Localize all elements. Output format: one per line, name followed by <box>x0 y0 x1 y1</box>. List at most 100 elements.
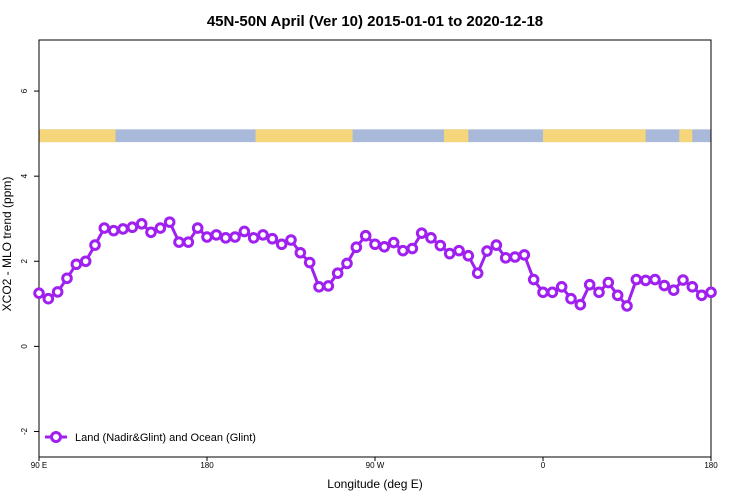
data-point <box>406 242 419 255</box>
data-point <box>639 274 652 287</box>
data-point <box>425 232 437 244</box>
data-point <box>359 229 372 242</box>
x-tick-label: 180 <box>200 461 214 470</box>
data-point <box>593 286 605 299</box>
y-tick-label: -2 <box>20 427 29 435</box>
legend-entry-label: Land (Nadir&Glint) and Ocean (Glint) <box>75 432 256 444</box>
x-tick-label: 180 <box>704 461 718 470</box>
data-point <box>481 245 493 257</box>
data-point <box>210 229 223 241</box>
data-point <box>61 272 73 285</box>
data-point <box>602 276 615 289</box>
data-point <box>369 238 381 251</box>
land-ocean-band <box>39 129 711 143</box>
data-point <box>649 273 661 286</box>
data-point <box>387 236 400 249</box>
data-point <box>583 278 596 291</box>
data-point <box>555 280 568 293</box>
series-line <box>38 220 712 308</box>
y-tick-label: 6 <box>20 88 29 93</box>
data-point <box>266 232 279 245</box>
data-point <box>574 298 587 311</box>
data-point <box>621 300 633 312</box>
data-point <box>313 280 325 293</box>
data-point <box>686 280 699 293</box>
data-point <box>201 231 213 243</box>
data-point <box>518 249 531 261</box>
data-point <box>453 244 465 257</box>
data-point <box>219 232 232 244</box>
data-point <box>285 234 297 246</box>
data-point <box>294 246 307 259</box>
y-tick-label: 0 <box>20 344 29 349</box>
land-segment <box>39 129 116 143</box>
legend: Land (Nadir&Glint) and Ocean (Glint) <box>45 431 256 444</box>
data-point <box>509 251 521 263</box>
x-tick-label: 90 W <box>366 461 385 470</box>
data-point <box>630 273 643 286</box>
data-point <box>658 279 671 292</box>
data-point <box>42 292 55 305</box>
data-point <box>257 229 269 241</box>
data-point <box>331 267 344 279</box>
data-point <box>51 286 64 298</box>
data-point <box>434 239 447 252</box>
data-point <box>397 244 409 257</box>
data-point <box>527 273 540 286</box>
y-tick-label: 2 <box>20 258 29 263</box>
y-tick-label: 4 <box>20 173 29 178</box>
data-point <box>471 267 484 279</box>
data-point <box>705 286 717 299</box>
data-point <box>89 239 101 251</box>
data-point <box>341 257 353 270</box>
data-point <box>443 247 456 260</box>
x-tick-label: 90 E <box>31 461 47 470</box>
data-point <box>238 225 251 238</box>
x-axis: 90 E 180 90 W 0 180 <box>31 457 718 470</box>
data-point <box>350 241 363 254</box>
data-point <box>154 222 167 234</box>
data-point <box>98 222 111 234</box>
data-point <box>182 236 195 248</box>
data-point <box>173 236 185 248</box>
data-point <box>33 287 45 299</box>
land-segment <box>255 129 353 143</box>
data-point <box>126 221 139 234</box>
y-axis: -2 0 2 4 6 <box>20 88 39 435</box>
data-point <box>546 286 559 299</box>
data-point <box>70 258 83 271</box>
data-point <box>490 239 503 251</box>
series-layer <box>33 216 717 312</box>
data-point <box>117 223 129 235</box>
data-point <box>107 224 120 237</box>
land-segment <box>444 129 469 143</box>
chart-title: 45N-50N April (Ver 10) 2015-01-01 to 202… <box>207 13 543 30</box>
data-point <box>378 240 391 253</box>
data-point <box>695 289 708 302</box>
data-point <box>462 249 475 262</box>
x-tick-label: 0 <box>541 461 546 470</box>
data-point <box>303 256 316 269</box>
data-point <box>229 231 241 243</box>
data-point <box>275 238 288 251</box>
data-point <box>135 218 148 230</box>
land-segment <box>679 129 693 143</box>
data-point <box>677 274 689 286</box>
data-point <box>163 216 176 228</box>
data-point <box>79 255 92 268</box>
land-segment <box>543 129 646 143</box>
data-point <box>247 232 260 244</box>
data-point <box>415 227 428 239</box>
x-axis-label: Longitude (deg E) <box>327 477 422 491</box>
data-point <box>322 280 335 292</box>
y-axis-label: XCO2 - MLO trend (ppm) <box>0 177 14 312</box>
data-point <box>667 284 680 297</box>
data-point <box>145 226 157 239</box>
data-point <box>191 222 204 234</box>
data-point <box>499 252 512 264</box>
data-point <box>565 292 577 305</box>
data-point <box>611 289 624 302</box>
legend-marker-swatch <box>50 431 62 443</box>
data-point <box>537 286 549 299</box>
